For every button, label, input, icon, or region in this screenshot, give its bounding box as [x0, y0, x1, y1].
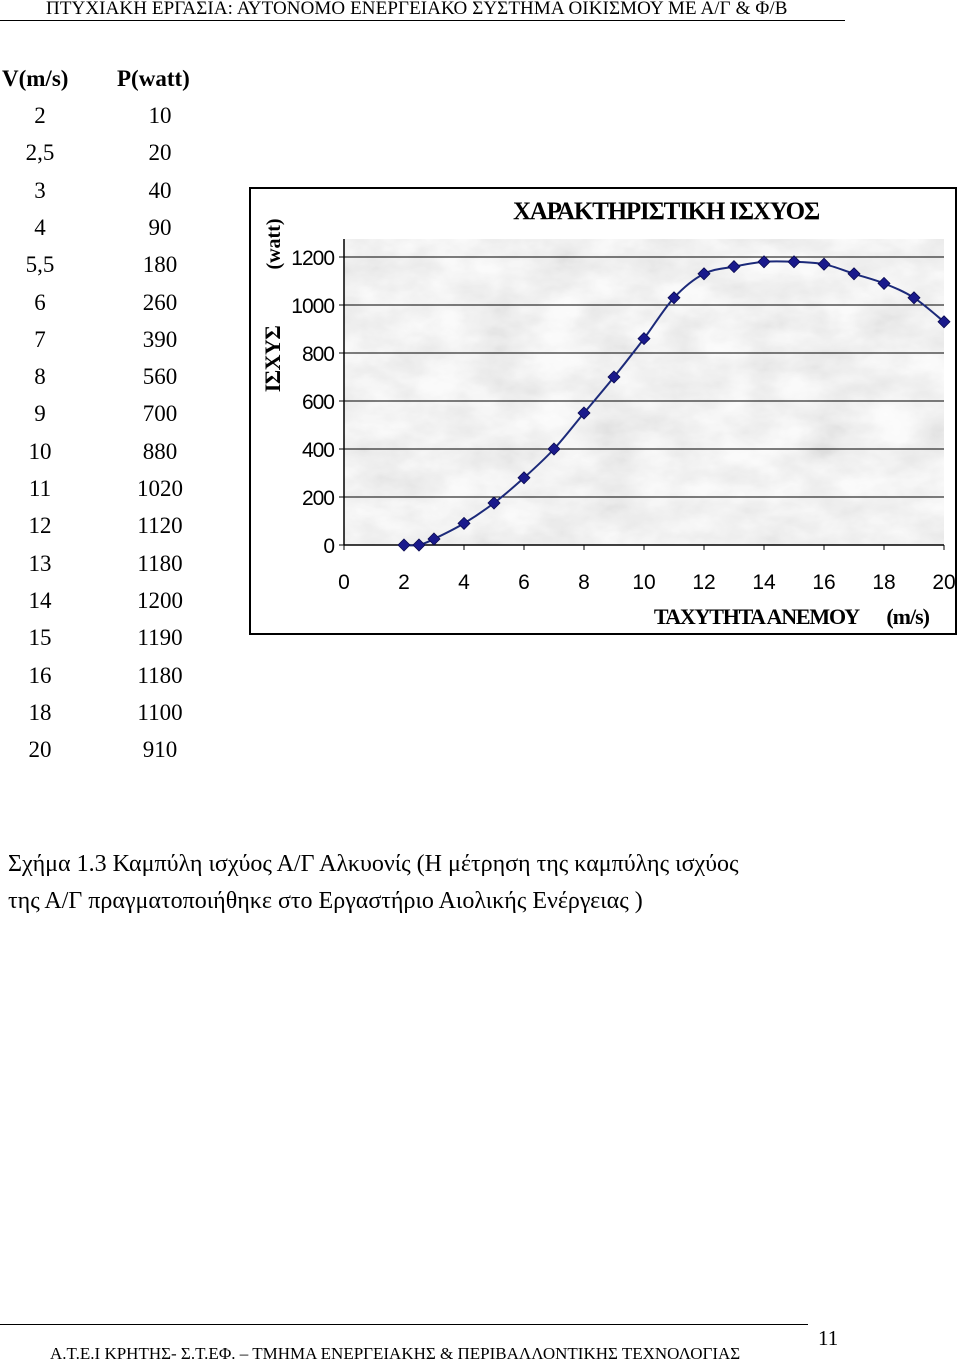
y-tick-label: 0: [323, 535, 334, 558]
data-point: [607, 370, 621, 384]
table-cell-speed: 8: [34, 364, 46, 390]
table-cell-speed: 16: [28, 662, 52, 688]
x-tick-label: 6: [518, 571, 530, 594]
data-point: [757, 255, 771, 269]
data-point: [397, 538, 411, 552]
running-header: ΠΤΥΧΙΑΚΗ ΕΡΓΑΣΙΑ: ΑΥΤΟΝΟΜΟ ΕΝΕΡΓΕΙΑΚΟ ΣΥ…: [46, 0, 788, 19]
data-point: [412, 538, 426, 552]
table-cell-power: 40: [148, 177, 172, 203]
plot-area-marble: [344, 239, 944, 545]
axes: [339, 239, 945, 550]
table-cell-power: 20: [148, 140, 172, 166]
table-cell-power: 1200: [137, 587, 183, 613]
table-cell-speed: 18: [28, 699, 52, 725]
x-tick-label: 16: [812, 571, 835, 594]
table-cell-speed: 12: [28, 513, 52, 539]
x-tick-label: 4: [458, 571, 470, 594]
x-tick-label: 20: [932, 571, 955, 594]
data-point: [877, 276, 891, 290]
table-cell-power: 1180: [137, 550, 183, 576]
data-point: [727, 260, 741, 274]
y-axis-label: ΙΣΧΥΣ: [260, 326, 285, 393]
table-cell-speed: 7: [34, 326, 46, 352]
table-cell-speed: 15: [28, 625, 52, 651]
power-curve-chart: 0 200 400 600 800 1000 1200 0 2 4 6 8 10 12 14 16 18 20 ΧΑ…: [249, 187, 957, 635]
table-cell-speed: 13: [28, 550, 52, 576]
data-point: [427, 532, 441, 546]
header-divider: [0, 20, 845, 21]
power-series: [397, 255, 951, 552]
figure-caption: Σχήμα 1.3 Καμπύλη ισχύος Α/Γ Αλκυονίς (Η…: [8, 846, 908, 920]
x-tick-label: 10: [632, 571, 655, 594]
y-tick-label: 600: [302, 391, 334, 414]
x-axis-unit: (m/s): [886, 604, 929, 629]
table-cell-speed: 11: [28, 476, 52, 501]
chart-title: ΧΑΡΑΚΤΗΡΙΣΤΙΚΗ ΙΣΧΥΟΣ: [513, 198, 820, 225]
table-header-power: P(watt): [117, 66, 190, 91]
table-cell-power: 1180: [137, 662, 183, 688]
table-cell-speed: 2,5: [25, 140, 55, 166]
data-point: [637, 332, 651, 346]
table-cell-speed: 6: [34, 289, 46, 315]
caption-line-1: Σχήμα 1.3 Καμπύλη ισχύος Α/Γ Αλκυονίς (Η…: [8, 851, 739, 877]
y-tick-label: 1000: [291, 295, 334, 318]
plot-background: [344, 239, 944, 545]
table-cell-speed: 5,5: [25, 252, 55, 278]
data-point: [517, 471, 531, 485]
y-tick-label: 800: [302, 343, 334, 366]
caption-line-2: της Α/Γ πραγματοποιήθηκε στο Εργαστήριο …: [8, 888, 643, 914]
table-cell-speed: 14: [28, 587, 52, 613]
table-cell-power: 700: [142, 401, 178, 427]
data-point: [907, 291, 921, 305]
x-axis-label: ΤΑΧΥΤΗΤΑ ΑΝΕΜΟΥ: [654, 604, 860, 629]
data-point: [457, 516, 471, 530]
data-point: [547, 442, 561, 456]
y-axis-unit: (watt): [263, 218, 285, 269]
y-tick-label: 200: [302, 487, 334, 510]
data-point: [937, 315, 951, 329]
table-cell-speed: 20: [28, 737, 52, 763]
table-cell-power: 10: [148, 103, 172, 128]
x-tick-label: 18: [872, 571, 895, 594]
data-point: [667, 291, 681, 305]
x-tick-label: 12: [692, 571, 715, 594]
table-cell-power: 1120: [137, 513, 183, 539]
table-cell-speed: 2: [34, 103, 46, 128]
table-cell-power: 880: [142, 438, 178, 464]
table-cell-power: 390: [142, 326, 178, 352]
table-cell-speed: 4: [34, 214, 46, 240]
data-point: [487, 496, 501, 510]
table-cell-power: 260: [142, 289, 178, 315]
table-cell-speed: 10: [28, 438, 52, 464]
table-cell-power: 560: [142, 364, 178, 390]
data-point: [697, 267, 711, 281]
running-footer: Α.Τ.Ε.Ι ΚΡΗΤΗΣ- Σ.Τ.ΕΦ. – ΤΜΗΜΑ ΕΝΕΡΓΕΙΑ…: [50, 1344, 741, 1363]
table-cell-power: 1100: [137, 699, 183, 725]
table-cell-power: 1190: [137, 625, 183, 651]
table-header-speed: V(m/s): [2, 66, 69, 91]
y-tick-label: 1200: [291, 247, 334, 270]
grid-lines: [344, 256, 944, 498]
x-tick-label: 14: [752, 571, 776, 594]
x-tick-label: 2: [398, 571, 410, 594]
table-cell-speed: 9: [34, 401, 46, 427]
table-cell-power: 180: [142, 252, 178, 278]
data-point: [577, 406, 591, 420]
table-cell-power: 1020: [137, 476, 183, 501]
footer-divider: [0, 1324, 808, 1325]
page-number: 11: [818, 1326, 839, 1350]
table-cell-power: 90: [148, 214, 172, 240]
table-cell-speed: 3: [34, 177, 46, 203]
data-point: [787, 255, 801, 269]
chart-labels: 0 200 400 600 800 1000 1200 0 2 4 6 8 10 12 14 16 18 20 ΧΑ…: [260, 198, 955, 629]
x-tick-label: 8: [578, 571, 590, 594]
data-point: [847, 267, 861, 281]
table-cell-power: 910: [142, 737, 178, 763]
y-tick-label: 400: [302, 439, 334, 462]
data-point: [817, 257, 831, 271]
x-tick-label: 0: [338, 571, 350, 594]
chart-canvas: 0 200 400 600 800 1000 1200 0 2 4 6 8 10 12 14 16 18 20 ΧΑ…: [260, 198, 955, 629]
